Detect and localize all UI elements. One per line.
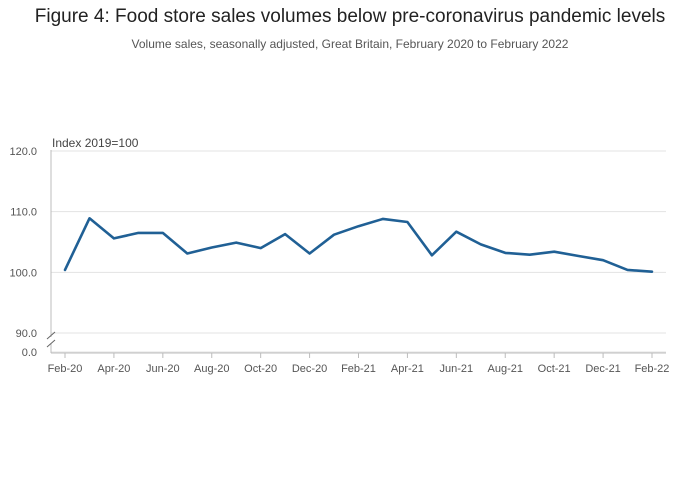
gridlines <box>51 150 666 353</box>
data-point[interactable] <box>649 269 655 275</box>
x-tick-label: Aug-20 <box>194 363 229 375</box>
data-point[interactable] <box>160 230 166 236</box>
data-point[interactable] <box>502 250 508 256</box>
data-point[interactable] <box>478 241 484 247</box>
x-tick-label: Feb-20 <box>48 363 83 375</box>
x-tick-label: Jun-20 <box>146 363 180 375</box>
axes <box>46 150 666 358</box>
x-tick-label: Feb-21 <box>341 363 376 375</box>
data-point[interactable] <box>135 230 141 236</box>
data-point[interactable] <box>453 229 459 235</box>
y-axis-label: Index 2019=100 <box>52 136 139 150</box>
axis-break-mark <box>46 331 56 340</box>
data-point[interactable] <box>356 223 362 229</box>
data-point[interactable] <box>209 244 215 250</box>
data-point[interactable] <box>429 252 435 258</box>
data-point[interactable] <box>307 251 313 257</box>
y-tick-label: 90.0 <box>16 328 37 340</box>
data-point[interactable] <box>86 215 92 221</box>
data-point[interactable] <box>111 235 117 241</box>
x-tick-label: Oct-20 <box>244 363 277 375</box>
data-point[interactable] <box>625 267 631 273</box>
x-tick-label: Dec-20 <box>292 363 327 375</box>
data-point[interactable] <box>62 267 68 273</box>
x-tick-label: Jun-21 <box>440 363 474 375</box>
series <box>62 215 655 275</box>
x-tick-label: Dec-21 <box>585 363 620 375</box>
data-point[interactable] <box>282 231 288 237</box>
chart-subtitle: Volume sales, seasonally adjusted, Great… <box>131 37 569 51</box>
axis-break-mark <box>46 339 56 348</box>
data-point[interactable] <box>331 232 337 238</box>
y-tick-labels: 120.0 110.0 100.0 90.0 0.0 <box>9 146 37 359</box>
y-tick-label: 120.0 <box>9 146 37 158</box>
x-tick-label: Oct-21 <box>538 363 571 375</box>
x-tick-label: Feb-22 <box>635 363 670 375</box>
data-point[interactable] <box>527 252 533 258</box>
data-point[interactable] <box>404 219 410 225</box>
y-tick-label: 0.0 <box>22 347 37 359</box>
data-point[interactable] <box>380 216 386 222</box>
data-point[interactable] <box>600 257 606 263</box>
data-point[interactable] <box>258 245 264 251</box>
series-line <box>63 217 654 274</box>
y-tick-label: 110.0 <box>10 207 37 219</box>
data-point[interactable] <box>551 249 557 255</box>
x-tick-labels: Feb-20 Apr-20 Jun-20 Aug-20 Oct-20 Dec-20 Feb-… <box>48 363 670 375</box>
y-tick-label: 100.0 <box>9 267 37 279</box>
x-tick-label: Aug-21 <box>488 363 523 375</box>
chart-title: Figure 4: Food store sales volumes below… <box>34 6 666 27</box>
x-tick-label: Apr-21 <box>391 363 424 375</box>
data-point[interactable] <box>233 240 239 246</box>
data-point[interactable] <box>184 251 190 257</box>
x-tick-label: Apr-20 <box>97 363 130 375</box>
data-point[interactable] <box>576 253 582 259</box>
